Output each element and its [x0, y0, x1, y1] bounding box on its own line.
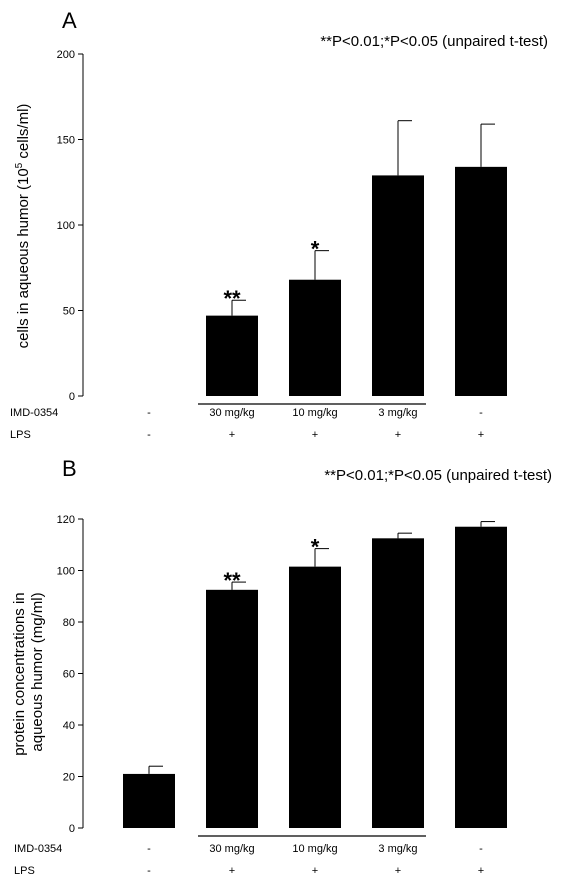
panel-a-bar	[455, 166, 507, 396]
panel-a-conditions: IMD-0354 - 30 mg/kg 10 mg/kg 3 mg/kg - LPS - + + +…	[10, 403, 484, 441]
panel-a-row-value: +	[312, 429, 318, 441]
panel-b-row-value: 3 mg/kg	[378, 843, 417, 855]
panel-a-row-value: -	[479, 407, 483, 419]
panel-b-row-value: -	[147, 843, 151, 855]
panel-a-row-value: -	[147, 429, 151, 441]
panel-b-y-tick-label: 40	[63, 720, 75, 732]
panel-b-row-value: +	[312, 865, 318, 877]
panel-b-y-tick-label: 0	[69, 823, 75, 835]
panel-b-row-value: 30 mg/kg	[209, 843, 254, 855]
panel-b-row-value: 10 mg/kg	[292, 843, 337, 855]
panel-b-row-value: +	[229, 865, 235, 877]
panel-b-row-value: -	[479, 843, 483, 855]
panel-a-y-tick-label: 200	[57, 49, 75, 61]
panel-a-row-value: +	[478, 429, 484, 441]
panel-a-row-value: -	[147, 407, 151, 419]
panel-b-conditions: IMD-0354 - 30 mg/kg 10 mg/kg 3 mg/kg - LPS - + + +…	[14, 835, 484, 877]
panel-a-bar	[372, 175, 424, 396]
panel-b-y-tick-label: 120	[57, 514, 75, 526]
panel-b-y-tick-label: 80	[63, 617, 75, 629]
panel-a-row-value: +	[229, 429, 235, 441]
panel-b-y-axis-label-line2: aqueous humor (mg/ml)	[29, 592, 46, 751]
panel-a-row-value: 10 mg/kg	[292, 407, 337, 419]
panel-a-row-value: 3 mg/kg	[378, 407, 417, 419]
panel-a-y-tick-label: 50	[63, 306, 75, 318]
panel-a-y-tick-label: 150	[57, 135, 75, 147]
panel-a-y-axis-label-end: cells/ml)	[15, 104, 32, 163]
panel-a-row-label: IMD-0354	[10, 407, 58, 419]
panel-b-y-tick-label: 20	[63, 772, 75, 784]
panel-a-bar	[289, 279, 341, 396]
panel-b-bar	[372, 538, 424, 828]
panel-a-significance-mark: *	[311, 237, 320, 262]
panel-b-row-value: +	[395, 865, 401, 877]
panel-a: A **P<0.01;*P<0.05 (unpaired t-test) cel…	[10, 8, 548, 441]
panel-b-bar	[289, 566, 341, 828]
panel-b-significance-mark: *	[311, 535, 320, 560]
panel-a-y-axis: 0 50 100 150 200	[57, 49, 84, 403]
panel-a-bars: ***	[206, 120, 507, 396]
panel-b-row-label: LPS	[14, 865, 35, 877]
panel-b-row-value: +	[478, 865, 484, 877]
panel-b: B **P<0.01;*P<0.05 (unpaired t-test) pro…	[11, 456, 552, 877]
panel-a-bar	[206, 315, 258, 396]
panel-b-letter: B	[62, 456, 77, 481]
panel-a-letter: A	[62, 8, 77, 33]
panel-a-row-value: +	[395, 429, 401, 441]
panel-a-y-axis-label-superscript: 5	[14, 162, 25, 168]
panel-b-significance-mark: **	[223, 568, 241, 593]
panel-a-significance-mark: **	[223, 286, 241, 311]
panel-b-bar	[206, 589, 258, 828]
panel-b-bar	[123, 773, 175, 828]
panel-b-bar	[455, 526, 507, 828]
panel-b-row-value: -	[147, 865, 151, 877]
panel-b-bars: ***	[123, 521, 507, 828]
panel-b-y-axis: 0 20 40 60 80 100 120	[57, 514, 84, 835]
panel-b-y-tick-label: 60	[63, 669, 75, 681]
panel-b-y-tick-label: 100	[57, 566, 75, 578]
panel-a-row-label: LPS	[10, 429, 31, 441]
panel-a-row-value: 30 mg/kg	[209, 407, 254, 419]
panel-b-y-axis-label: protein concentrations in aqueous humor …	[11, 588, 46, 756]
panel-a-y-axis-label: cells in aqueous humor (105 cells/ml)	[14, 104, 32, 349]
panel-a-y-tick-label: 100	[57, 220, 75, 232]
panel-a-y-axis-label-main: cells in aqueous humor (10	[15, 168, 32, 348]
panel-a-significance-note: **P<0.01;*P<0.05 (unpaired t-test)	[320, 33, 548, 50]
panel-b-row-label: IMD-0354	[14, 843, 62, 855]
panel-b-significance-note: **P<0.01;*P<0.05 (unpaired t-test)	[324, 467, 552, 484]
panel-b-y-axis-label-line1: protein concentrations in	[11, 592, 28, 755]
panel-a-y-tick-label: 0	[69, 391, 75, 403]
